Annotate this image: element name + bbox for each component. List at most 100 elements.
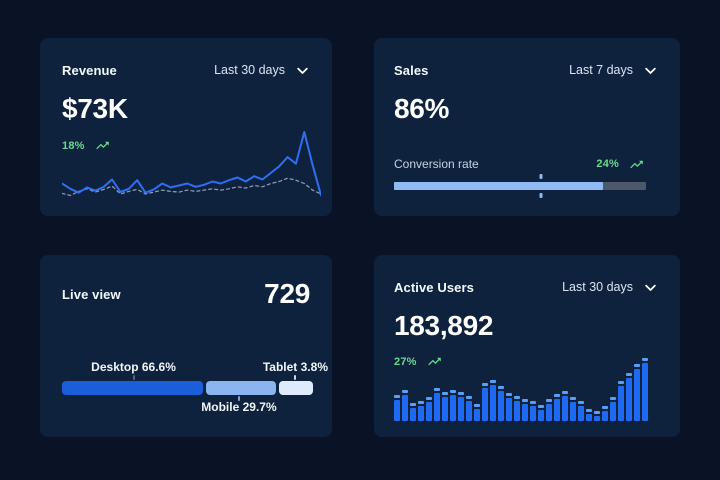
active-users-value: 183,892 [394, 310, 494, 341]
user-bar-body [450, 395, 456, 421]
user-bar-body [530, 406, 536, 421]
revenue-title: Revenue [62, 62, 117, 78]
user-bar-body [466, 401, 472, 421]
user-bar-cap [594, 411, 600, 414]
live-view-value: 729 [264, 278, 310, 309]
user-bar [522, 399, 528, 421]
user-bar-body [498, 391, 504, 421]
previous-period-line [62, 177, 321, 197]
user-bar [506, 393, 512, 421]
segment-label-desktop: Desktop 66.6% [91, 360, 176, 374]
user-bar-body [562, 396, 568, 421]
user-bar [418, 401, 424, 421]
user-bar-cap [506, 393, 512, 396]
user-bar-cap [450, 390, 456, 393]
active-users-bar-chart [394, 358, 648, 421]
user-bar-body [482, 388, 488, 421]
user-bar [610, 397, 616, 421]
user-bar-cap [610, 397, 616, 400]
user-bar-body [458, 397, 464, 421]
user-bar [578, 401, 584, 421]
user-bar [538, 405, 544, 421]
device-split-bar [62, 381, 313, 395]
trending-up-icon [93, 138, 112, 153]
user-bar [410, 403, 416, 421]
user-bar-body [610, 402, 616, 421]
user-bar-body [586, 414, 592, 421]
user-bar-body [570, 402, 576, 421]
user-bar-cap [498, 386, 504, 389]
user-bar-cap [602, 406, 608, 409]
progress-fill [394, 182, 604, 190]
active-users-delta: 27% [394, 354, 658, 369]
user-bar [394, 395, 400, 421]
device-split-chart: Desktop 66.6% Mobile 29.7% Tablet 3.8% [62, 360, 328, 414]
sales-value: 86% [394, 93, 450, 124]
user-bar-cap [426, 397, 432, 400]
sales-card: Sales Last 7 days 86% Conversion rate 24… [374, 38, 680, 216]
user-bar-body [626, 378, 632, 421]
revenue-delta-value: 18% [62, 139, 85, 152]
segment-label-tablet: Tablet 3.8% [262, 360, 328, 374]
user-bar [466, 396, 472, 421]
user-bar [634, 364, 640, 421]
live-view-header: Live view 729 [62, 278, 310, 309]
user-bar-cap [410, 403, 416, 406]
sales-range-label: Last 7 days [569, 63, 633, 77]
user-bar-cap [466, 396, 472, 399]
sales-title: Sales [394, 62, 429, 78]
user-bar-body [434, 393, 440, 421]
active-users-range-label: Last 30 days [562, 280, 633, 294]
user-bar [554, 394, 560, 421]
live-view-card: Live view 729 Desktop 66.6% Mobile 29.7% T… [40, 255, 332, 437]
user-bar-cap [474, 404, 480, 407]
user-bar-cap [570, 397, 576, 400]
user-bar [626, 373, 632, 421]
segment-tick-tablet [294, 375, 297, 380]
user-bar [642, 358, 648, 421]
user-bar-cap [618, 381, 624, 384]
revenue-range-dropdown[interactable]: Last 30 days [214, 63, 310, 78]
chevron-down-icon [643, 63, 658, 78]
user-bar [570, 397, 576, 421]
progress-track [394, 182, 646, 190]
user-bar [602, 406, 608, 421]
active-users-range-dropdown[interactable]: Last 30 days [562, 280, 658, 295]
revenue-line-chart [62, 130, 321, 200]
user-bar [482, 383, 488, 421]
user-bar-cap [402, 390, 408, 393]
user-bar [450, 390, 456, 421]
user-bar-cap [586, 409, 592, 412]
user-bar-cap [634, 364, 640, 367]
progress-marker-bottom [539, 193, 543, 198]
live-view-title: Live view [62, 286, 121, 302]
user-bar-cap [442, 392, 448, 395]
user-bar-body [426, 402, 432, 421]
user-bar-body [554, 399, 560, 421]
user-bar-cap [554, 394, 560, 397]
user-bar-body [410, 408, 416, 421]
user-bar-cap [578, 401, 584, 404]
user-bar-cap [522, 399, 528, 402]
user-bar [594, 411, 600, 421]
user-bar-body [538, 410, 544, 421]
user-bar-cap [530, 401, 536, 404]
active-users-card: Active Users Last 30 days 183,892 27% [374, 255, 680, 437]
sales-range-dropdown[interactable]: Last 7 days [569, 63, 658, 78]
segment-tablet [279, 381, 313, 395]
active-users-delta-value: 27% [394, 355, 417, 368]
revenue-card: Revenue Last 30 days $73K 18% [40, 38, 332, 216]
user-bar-body [474, 409, 480, 421]
active-users-title: Active Users [394, 279, 474, 295]
user-bar [514, 396, 520, 421]
segment-mobile [205, 381, 277, 395]
user-bar-cap [642, 358, 648, 361]
conversion-rate-label: Conversion rate [394, 157, 479, 171]
sales-delta-value: 24% [596, 158, 619, 170]
user-bar-body [418, 406, 424, 421]
user-bar [402, 390, 408, 421]
user-bar [498, 386, 504, 421]
user-bar-body [394, 400, 400, 421]
user-bar-body [402, 395, 408, 421]
